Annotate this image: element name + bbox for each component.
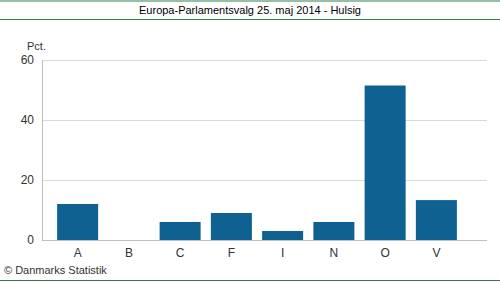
y-axis: 0 20 40 60 [21,53,43,247]
y-tick-label: 20 [21,173,35,187]
footer: © Danmarks Statistik [4,264,107,276]
y-tick: 0 [27,233,42,247]
x-tick: C [176,240,185,260]
x-tick-label: V [432,246,440,260]
grid-line [42,120,487,121]
bar [416,200,457,240]
bar [211,213,252,240]
x-tick-label: A [74,246,82,260]
y-tick-label: 0 [27,233,34,247]
x-axis-line [42,240,487,241]
title: Europa-Parlamentsvalg 25. maj 2014 - Hul… [139,4,361,16]
x-tick-label: F [228,246,235,260]
x-tick: B [125,240,133,260]
chart: 0 20 40 60 A B C F I N O V Europa-Parlamentsvalg 25.… [0,0,500,282]
grid [42,61,487,241]
bar [57,204,98,240]
top-border [0,1,500,2]
y-tick: 40 [21,113,42,127]
x-tick-label: I [281,246,284,260]
y-tick-label: 40 [21,113,35,127]
bar [313,222,354,240]
x-tick: O [380,240,389,260]
bottom-border [0,280,500,281]
bars [57,86,457,241]
bar [160,222,201,240]
title-rule [0,19,500,20]
x-tick: F [228,240,235,260]
bar [365,86,406,241]
x-tick-label: O [380,246,389,260]
y-axis-title: Pct. [27,40,46,52]
bar [262,231,303,240]
x-tick: N [330,240,339,260]
x-tick: A [74,240,82,260]
y-tick: 60 [21,53,42,67]
x-axis: ABCFINOV [42,240,487,260]
grid-line [42,180,487,181]
y-tick: 20 [21,173,42,187]
y-tick-label: 60 [21,53,35,67]
grid-line [42,240,487,241]
x-tick: V [432,240,440,260]
x-tick: I [281,240,284,260]
x-tick-label: N [330,246,339,260]
bar [108,240,149,241]
y-axis-line [42,61,43,241]
x-tick-label: C [176,246,185,260]
x-tick-label: B [125,246,133,260]
grid-line [42,60,487,61]
